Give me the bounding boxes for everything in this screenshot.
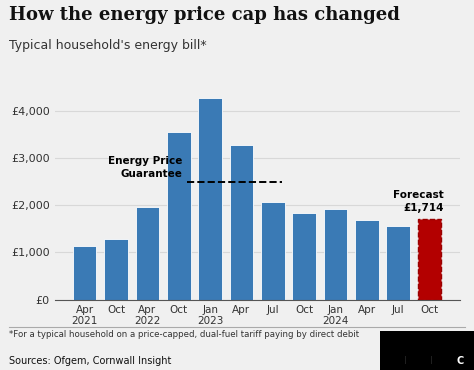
Text: Energy Price
Guarantee: Energy Price Guarantee	[108, 155, 182, 179]
Text: How the energy price cap has changed: How the energy price cap has changed	[9, 6, 401, 24]
Bar	[292, 213, 316, 300]
Bar	[73, 246, 96, 300]
Text: Sources: Ofgem, Cornwall Insight: Sources: Ofgem, Cornwall Insight	[9, 356, 172, 366]
Bar	[324, 209, 347, 300]
Bar	[136, 206, 159, 300]
Text: Typical household's energy bill*: Typical household's energy bill*	[9, 39, 207, 52]
Bar	[355, 220, 379, 300]
Bar	[198, 98, 222, 300]
Bar	[418, 219, 441, 300]
Bar	[386, 226, 410, 300]
Bar	[167, 132, 191, 300]
Text: B: B	[430, 356, 438, 366]
Text: B: B	[404, 356, 411, 366]
Bar	[230, 145, 253, 300]
Bar	[104, 239, 128, 300]
Text: Forecast
£1,714: Forecast £1,714	[393, 190, 444, 213]
Text: C: C	[456, 356, 464, 366]
Bar	[261, 202, 284, 300]
Text: *For a typical household on a price-capped, dual-fuel tariff paying by direct de: *For a typical household on a price-capp…	[9, 330, 360, 339]
